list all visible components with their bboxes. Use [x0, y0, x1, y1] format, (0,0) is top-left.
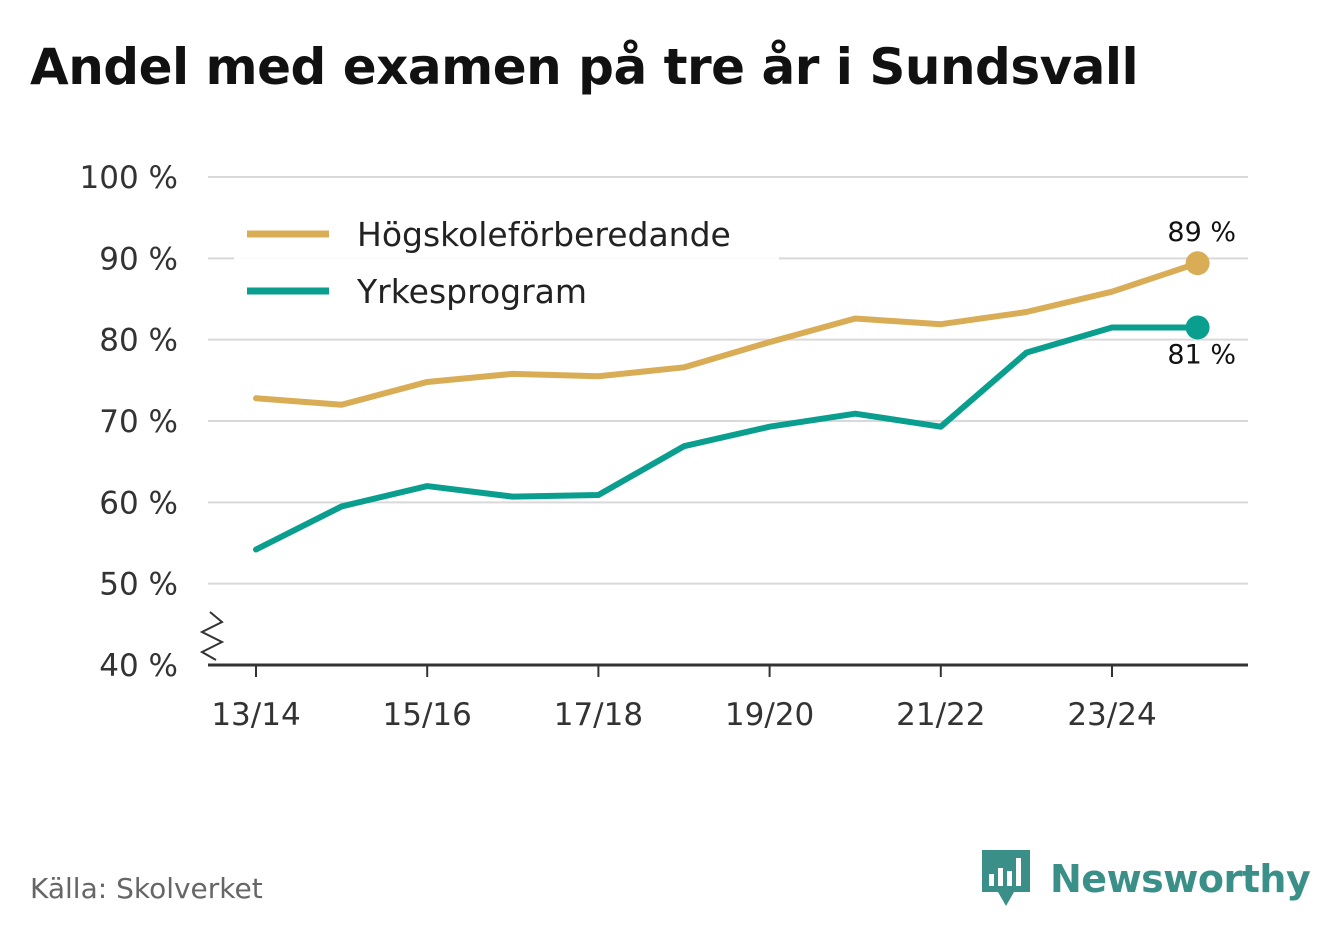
series-end-dot-1: [1185, 251, 1210, 276]
x-tick-label: 17/18: [554, 697, 643, 733]
x-tick-label: 13/14: [211, 697, 300, 733]
legend-background: [234, 208, 779, 318]
y-tick-label: 100 %: [80, 160, 178, 196]
y-tick-label: 80 %: [99, 323, 178, 359]
end-label-2: 81 %: [1167, 339, 1236, 370]
series-line-1: [253, 260, 1201, 408]
x-tick-label: 23/24: [1067, 697, 1156, 733]
end-label-1: 89 %: [1167, 217, 1236, 248]
y-tick-label: 90 %: [99, 241, 178, 277]
newsworthy-logo-icon: [982, 850, 1030, 906]
end-labels: 89 % 81 %: [1167, 217, 1236, 370]
y-tick-label: 40 %: [99, 648, 178, 684]
y-tick-label: 70 %: [99, 404, 178, 440]
legend: Högskoleförberedande Yrkesprogram: [234, 208, 779, 318]
brand-logo: Newsworthy: [980, 848, 1311, 910]
x-tick-label: 15/16: [383, 697, 472, 733]
legend-label-1: Högskoleförberedande: [357, 215, 731, 254]
x-tick-label: 19/20: [725, 697, 814, 733]
y-tick-label: 50 %: [99, 567, 178, 603]
x-axis: 13/14 15/16 17/18 19/20 21/22 23/24: [199, 611, 1248, 733]
series-line-2: [253, 324, 1201, 553]
series-end-dot-2: [1185, 315, 1210, 340]
brand-name: Newsworthy: [1050, 857, 1311, 901]
source-note: Källa: Skolverket: [30, 872, 263, 905]
chart-title: Andel med examen på tre år i Sundsvall: [30, 38, 1139, 96]
gridlines: [208, 176, 1248, 585]
y-tick-label: 60 %: [99, 485, 178, 521]
legend-label-2: Yrkesprogram: [356, 272, 587, 311]
line-chart: 40 % 50 % 60 % 70 % 80 % 90 % 100 % 13/14 15/16…: [80, 160, 1248, 733]
x-tick-label: 21/22: [896, 697, 985, 733]
y-axis-ticks: 40 % 50 % 60 % 70 % 80 % 90 % 100 %: [80, 160, 178, 684]
axis-break-icon: [199, 611, 225, 661]
series-lines: [253, 251, 1210, 553]
